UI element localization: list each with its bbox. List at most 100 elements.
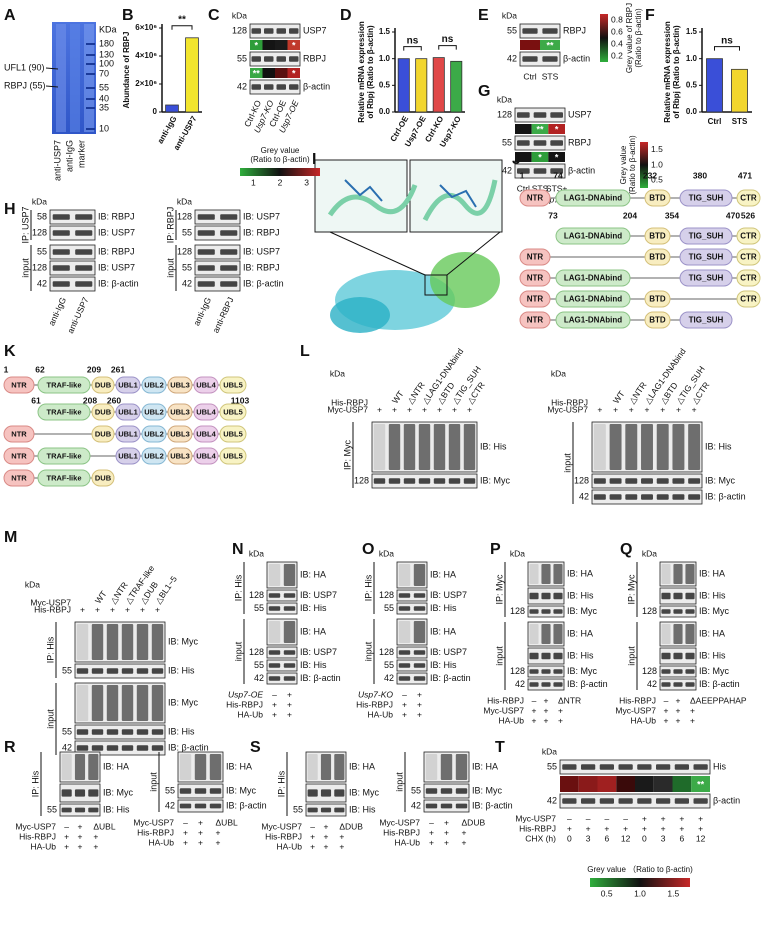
- domain-label: UBL4: [196, 380, 216, 389]
- group-label: input: [233, 641, 243, 661]
- band: [550, 112, 563, 118]
- blot-strip: [249, 51, 301, 67]
- colorbar-tick: 1.5: [667, 888, 679, 898]
- band: [283, 663, 296, 668]
- condition-label: Myc-USP7: [615, 705, 656, 715]
- blot-label: IB: HA: [430, 626, 456, 636]
- domain-label: BTD: [649, 253, 666, 262]
- condition-mark: –: [586, 813, 591, 823]
- significance: *: [555, 124, 559, 134]
- domain: [37, 403, 91, 421]
- blot-label: IB: His: [705, 441, 732, 451]
- blot-label: IB: HA: [567, 628, 593, 638]
- bar: [432, 57, 445, 113]
- band: [121, 668, 134, 674]
- position-number: 1103: [231, 395, 250, 405]
- band: [106, 685, 119, 721]
- mw-label: 128: [354, 475, 369, 485]
- annotation: ns: [721, 35, 733, 46]
- domain-label: TRAF-like: [46, 451, 81, 460]
- group-label: IP: USP7: [20, 206, 30, 243]
- band: [541, 564, 551, 584]
- condition-label: HA-Ub: [630, 715, 656, 725]
- group-label: IP: His: [30, 770, 40, 797]
- condition-mark: +: [339, 841, 344, 851]
- band: [276, 28, 286, 34]
- blot-strip: [266, 646, 298, 659]
- panel-label: T: [495, 739, 505, 756]
- domain-label: UBL5: [223, 407, 243, 416]
- mw-label: 128: [177, 211, 192, 221]
- band: [289, 28, 299, 34]
- condition-label: His-RBPJ: [383, 827, 420, 837]
- blot-label: IB: His: [430, 603, 457, 613]
- group-label: input: [20, 258, 30, 278]
- band: [413, 621, 426, 643]
- band: [641, 494, 653, 500]
- blot-label: IB: Myc: [705, 475, 736, 485]
- lane-label: STS+: [546, 183, 568, 193]
- band: [75, 265, 93, 271]
- blot-label: IB: β-actin: [430, 673, 471, 683]
- band: [151, 745, 164, 751]
- band: [283, 593, 296, 598]
- band: [455, 803, 468, 809]
- condition-mark: +: [155, 604, 160, 614]
- domain: [3, 376, 35, 394]
- domain-label: CTR: [740, 232, 757, 241]
- condition-mark: +: [422, 404, 427, 414]
- panel-label: P: [490, 541, 501, 558]
- blot-label: IB: USP7: [98, 227, 135, 237]
- domain-label: UBL3: [170, 451, 190, 460]
- condition-mark: +: [645, 404, 650, 414]
- colorbar-title: (Ratio to β-actin): [634, 8, 643, 68]
- blot-strip: [74, 682, 166, 724]
- marker-band: [86, 73, 95, 75]
- band: [674, 798, 689, 804]
- blot-strip: [194, 276, 241, 292]
- band: [685, 669, 695, 674]
- condition-mark: +: [532, 715, 537, 725]
- domain: [141, 403, 167, 421]
- blot-label: IB: β-actin: [472, 800, 513, 810]
- band: [388, 424, 401, 470]
- band: [52, 230, 70, 236]
- band: [197, 249, 215, 255]
- heat-cell: [672, 776, 692, 792]
- domain-label: DUB: [95, 407, 112, 416]
- condition-mark: +: [642, 823, 647, 833]
- lanes-title: Myc-USP7: [30, 597, 71, 607]
- condition-mark: +: [272, 709, 277, 719]
- blot-strip: [194, 225, 241, 241]
- blot-label: RBPJ: [303, 53, 326, 63]
- band: [398, 593, 411, 598]
- band: [553, 592, 563, 600]
- mw-label: 55: [547, 761, 557, 771]
- band: [307, 754, 318, 780]
- band: [448, 478, 461, 484]
- group-label: IP: His: [45, 636, 55, 663]
- band: [194, 788, 207, 794]
- band: [220, 281, 238, 287]
- condition-mark: +: [324, 821, 329, 831]
- blot-label: β-actin: [568, 165, 595, 175]
- condition-mark: +: [287, 689, 292, 699]
- domain: [644, 311, 671, 329]
- band: [581, 764, 596, 770]
- blot-label: IB: β-actin: [226, 800, 267, 810]
- mw-label: 42: [515, 679, 525, 689]
- condition-mark: +: [544, 705, 549, 715]
- position-number: 526: [741, 210, 755, 220]
- blot-label: IB: His: [699, 590, 726, 600]
- heat-cell: [540, 40, 560, 50]
- heat-cell: [548, 124, 565, 134]
- blot-label: IB: Myc: [168, 636, 199, 646]
- band: [641, 424, 653, 470]
- condition-mark: +: [287, 699, 292, 709]
- mw-label: 42: [579, 491, 589, 501]
- domain-label: DUB: [95, 380, 112, 389]
- domain: [141, 425, 167, 443]
- band: [553, 609, 563, 614]
